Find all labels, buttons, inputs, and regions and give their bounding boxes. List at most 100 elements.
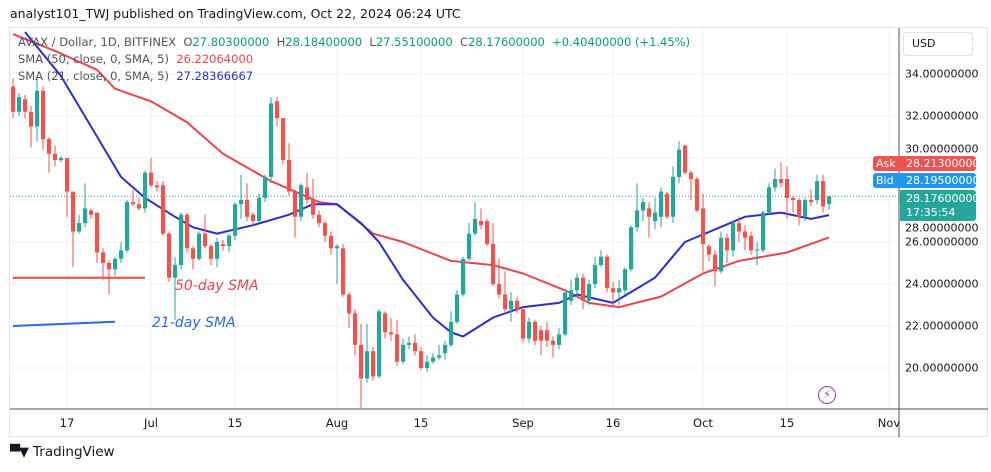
candle-body bbox=[827, 196, 832, 205]
symbol-title[interactable]: AVAX / Dollar, 1D, BITFINEX bbox=[18, 35, 177, 49]
candle-body bbox=[263, 176, 268, 198]
candle-body bbox=[125, 202, 130, 251]
bid-tag: Bid bbox=[873, 173, 900, 188]
currency-button[interactable]: USD bbox=[903, 32, 973, 56]
candle-body bbox=[233, 204, 238, 236]
last-price-label: 28.17600000 17:35:54 bbox=[900, 190, 980, 221]
high-label: H bbox=[276, 35, 286, 49]
candle-body bbox=[497, 284, 502, 295]
candle-body bbox=[299, 185, 304, 217]
time-tick-label: Sep bbox=[512, 416, 534, 430]
candle-body bbox=[755, 249, 760, 251]
price-tick-label: 24.00000000 bbox=[905, 278, 978, 291]
candle-body bbox=[101, 252, 106, 263]
candle-body bbox=[509, 300, 514, 310]
candle-body bbox=[191, 248, 196, 259]
candle-body bbox=[281, 118, 286, 161]
candle-body bbox=[677, 149, 682, 177]
candle-body bbox=[137, 204, 142, 209]
candle-body bbox=[689, 172, 694, 179]
candle-body bbox=[167, 233, 172, 278]
candle-body bbox=[491, 244, 496, 284]
candle-body bbox=[605, 256, 610, 289]
open-value: 27.80300000 bbox=[192, 35, 270, 49]
candle-body bbox=[545, 330, 550, 341]
sma21-legend-row[interactable]: SMA (21, close, 0, SMA, 5) 27.28366667 bbox=[18, 68, 690, 85]
candle-body bbox=[431, 357, 436, 362]
candle-body bbox=[455, 294, 460, 322]
candle-body bbox=[581, 277, 586, 301]
time-tick-label: Aug bbox=[326, 416, 348, 430]
candle-body bbox=[95, 212, 100, 253]
candle-body bbox=[83, 208, 88, 224]
time-tick-label: 15 bbox=[780, 416, 795, 430]
candle-body bbox=[239, 200, 244, 205]
candle-body bbox=[671, 176, 676, 217]
time-tick-label: 17 bbox=[60, 416, 75, 430]
candle-body bbox=[149, 172, 154, 186]
candle-body bbox=[269, 103, 274, 177]
candle-body bbox=[659, 191, 664, 217]
sma50-legend-row[interactable]: SMA (50, close, 0, SMA, 5) 26.22064000 bbox=[18, 51, 690, 68]
candle-body bbox=[761, 212, 766, 251]
candle-body bbox=[779, 179, 784, 184]
time-tick-label: 16 bbox=[606, 416, 621, 430]
candle-body bbox=[293, 191, 298, 217]
candle-body bbox=[173, 265, 178, 278]
candle-body bbox=[479, 221, 484, 226]
chart-frame bbox=[9, 27, 988, 437]
candle-body bbox=[119, 250, 124, 259]
candle-body bbox=[407, 342, 412, 345]
low-value: 27.55100000 bbox=[375, 35, 453, 49]
candle-body bbox=[377, 311, 382, 377]
candle-body bbox=[665, 193, 670, 217]
candle-body bbox=[257, 197, 262, 221]
candle-body bbox=[467, 233, 472, 259]
candle-body bbox=[749, 235, 754, 251]
sma21-annotation: 21-day SMA bbox=[152, 315, 236, 331]
sma50-annotation: 50-day SMA bbox=[175, 278, 259, 294]
candle-body bbox=[521, 309, 526, 339]
candle-body bbox=[725, 237, 730, 251]
candle-body bbox=[437, 355, 442, 358]
candle-body bbox=[641, 202, 646, 211]
candle-body bbox=[773, 179, 778, 188]
candle-body bbox=[473, 218, 478, 234]
candle-body bbox=[53, 153, 58, 161]
open-label: O bbox=[183, 35, 193, 49]
candle-body bbox=[335, 246, 340, 249]
candle-body bbox=[695, 179, 700, 211]
time-tick-label: 15 bbox=[228, 416, 243, 430]
brand-name[interactable]: TradingView bbox=[33, 444, 115, 460]
candle-body bbox=[347, 294, 352, 314]
plot-area[interactable] bbox=[10, 31, 899, 408]
candle-body bbox=[821, 181, 826, 207]
candle-body bbox=[341, 248, 346, 295]
candle-body bbox=[155, 185, 160, 188]
candle-body bbox=[449, 321, 454, 345]
price-tick-label: 20.00000000 bbox=[905, 362, 978, 375]
lightning-bolt-icon[interactable]: ⚡ bbox=[818, 386, 836, 404]
sma21-value: 27.28366667 bbox=[176, 69, 254, 83]
candle-body bbox=[383, 313, 388, 333]
candle-body bbox=[587, 284, 592, 301]
candle-body bbox=[59, 158, 64, 161]
candle-body bbox=[515, 300, 520, 310]
price-tick-label: 26.00000000 bbox=[905, 236, 978, 249]
price-tick-label: 32.00000000 bbox=[905, 110, 978, 123]
chart-legend: AVAX / Dollar, 1D, BITFINEX O27.80300000… bbox=[18, 34, 690, 85]
candle-body bbox=[17, 97, 22, 112]
candle-body bbox=[251, 214, 256, 221]
candle-body bbox=[389, 332, 394, 335]
price-tick-label: 30.00000000 bbox=[905, 143, 978, 156]
candle-body bbox=[425, 361, 430, 368]
candle-body bbox=[617, 288, 622, 293]
last-price: 28.17600000 bbox=[906, 192, 980, 205]
candle-body bbox=[683, 145, 688, 173]
high-value: 28.18400000 bbox=[285, 35, 363, 49]
time-tick-label: 15 bbox=[414, 416, 429, 430]
candle-body bbox=[41, 90, 46, 140]
candle-body bbox=[11, 86, 16, 112]
candle-body bbox=[569, 290, 574, 301]
